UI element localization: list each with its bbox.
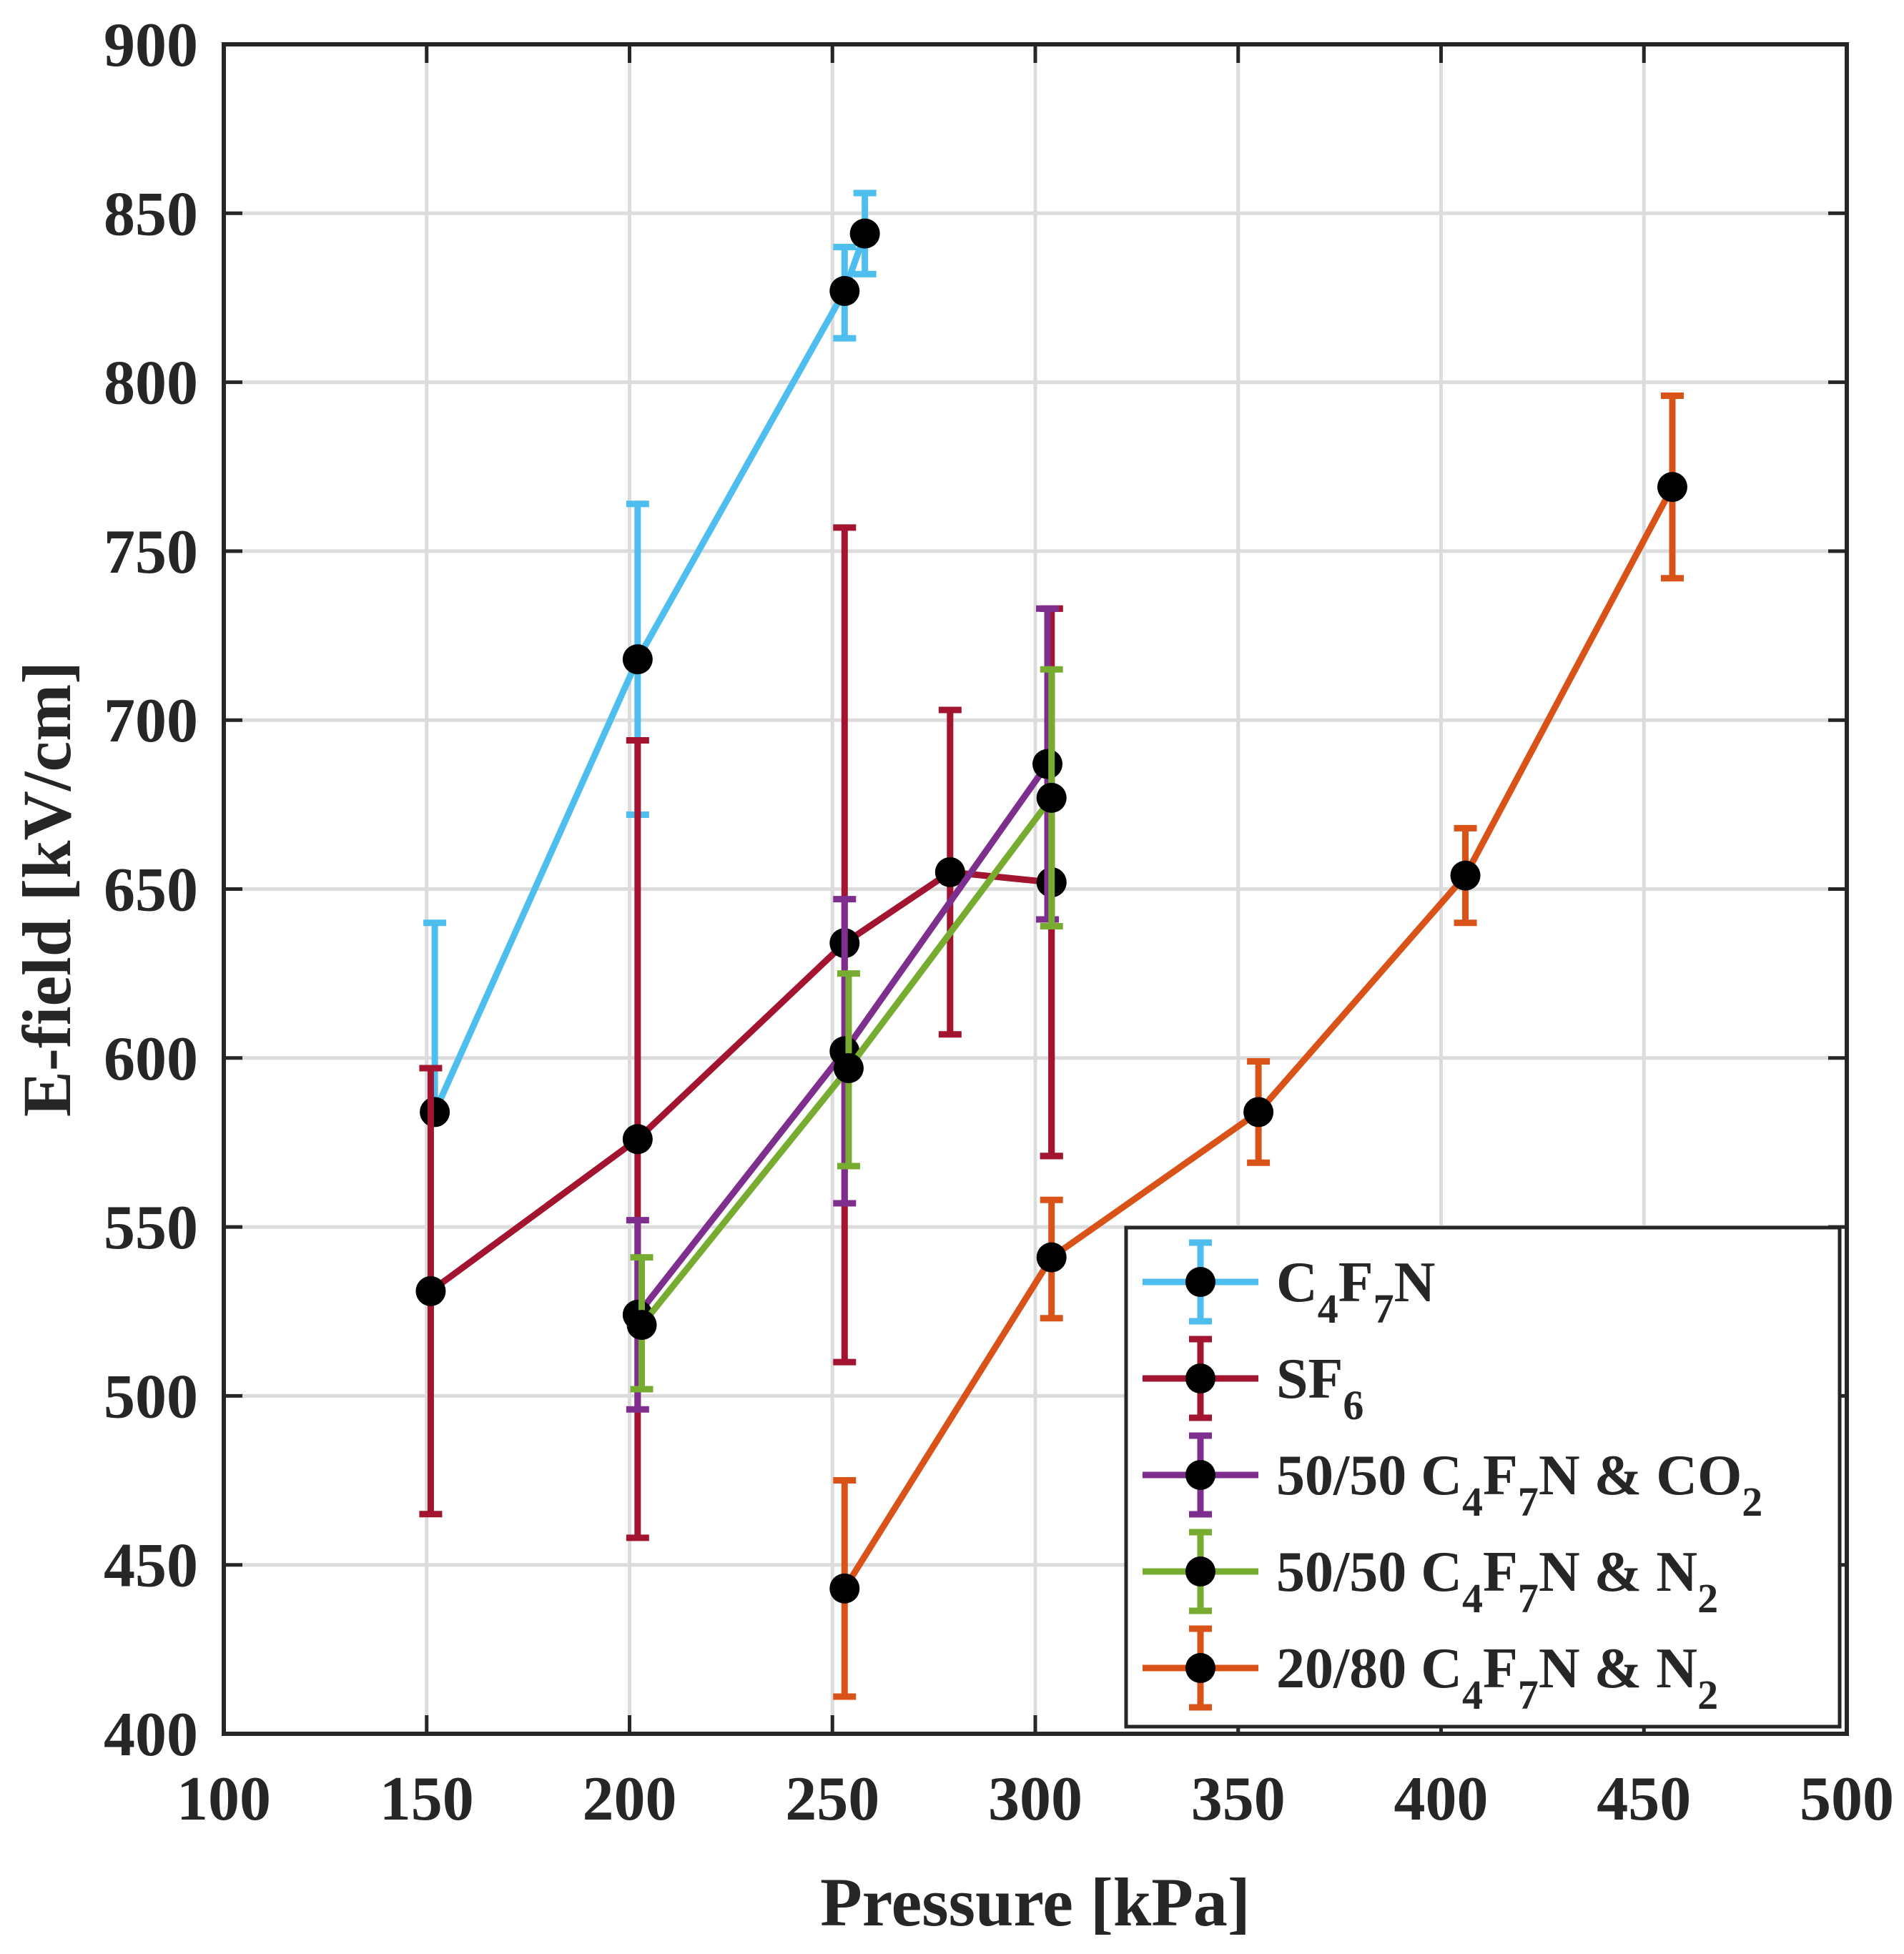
legend-subscript: 2: [1742, 1479, 1762, 1525]
plot-area: [415, 189, 1687, 1700]
data-point: [1657, 472, 1687, 503]
y-tick-label: 750: [104, 518, 198, 587]
legend-entry-1: SF6: [1143, 1336, 1363, 1429]
data-point: [829, 1573, 860, 1604]
legend-entry-2: 50/50 C4F7N & CO2: [1143, 1432, 1762, 1525]
data-point: [1036, 1242, 1067, 1273]
legend-subscript: 7: [1518, 1672, 1539, 1718]
data-point: [622, 644, 653, 675]
data-point: [1450, 860, 1481, 891]
legend-text-part: 50/50 C: [1276, 1444, 1462, 1507]
legend-text-part: 20/80 C: [1276, 1637, 1462, 1700]
legend-text-part: 50/50 C: [1276, 1541, 1462, 1604]
legend-text-part: N & CO: [1539, 1444, 1742, 1507]
y-axis-title: E-field [kV/cm]: [9, 661, 85, 1117]
legend-label: 20/80 C4F7N & N2: [1276, 1637, 1718, 1718]
series-4: [829, 393, 1687, 1700]
legend-text-part: N & N: [1539, 1541, 1697, 1604]
x-tick-label: 400: [1394, 1765, 1489, 1834]
legend-subscript: 4: [1462, 1672, 1483, 1718]
y-tick-label: 450: [104, 1531, 198, 1601]
legend-text-part: N & N: [1539, 1637, 1697, 1700]
data-point: [420, 1097, 450, 1128]
legend-text-part: N: [1394, 1251, 1436, 1314]
y-tick-label: 550: [104, 1193, 198, 1263]
legend-entry-0: C4F7N: [1143, 1239, 1435, 1332]
x-tick-label: 300: [988, 1765, 1082, 1834]
data-point: [1243, 1097, 1274, 1128]
y-tick-label: 650: [104, 856, 198, 925]
x-tick-label: 200: [583, 1765, 677, 1834]
legend-text-part: F: [1483, 1444, 1518, 1507]
legend-entry-3: 50/50 C4F7N & N2: [1143, 1529, 1718, 1622]
legend-text-part: SF: [1276, 1348, 1343, 1411]
data-point: [829, 275, 860, 306]
series-0: [420, 189, 880, 1128]
y-tick-label: 500: [104, 1362, 198, 1431]
legend-text-part: F: [1338, 1251, 1373, 1314]
data-point: [1036, 782, 1067, 813]
legend-subscript: 7: [1373, 1286, 1394, 1332]
legend-subscript: 7: [1518, 1479, 1539, 1525]
legend-subscript: 4: [1462, 1479, 1483, 1525]
y-tick-label: 850: [104, 179, 198, 249]
data-point: [833, 1052, 864, 1083]
data-point: [622, 1124, 653, 1155]
series-line: [431, 230, 869, 1115]
legend-text-part: F: [1483, 1541, 1518, 1604]
data-point: [626, 1310, 657, 1341]
y-tick-label: 600: [104, 1025, 198, 1094]
y-tick-label: 800: [104, 349, 198, 418]
legend-subscript: 2: [1697, 1672, 1718, 1718]
data-point: [849, 218, 880, 249]
axis-ticks: 100 150 200 250 300 350 400 450 500 400 450 500 550 6…: [104, 11, 1894, 1834]
legend-marker: [1185, 1653, 1215, 1683]
legend-subscript: 4: [1318, 1286, 1338, 1332]
data-point: [415, 1275, 446, 1306]
legend-subscript: 4: [1462, 1575, 1483, 1622]
legend-label: 50/50 C4F7N & N2: [1276, 1541, 1718, 1622]
legend-text-part: C: [1276, 1251, 1318, 1314]
legend-marker: [1185, 1363, 1215, 1393]
legend-label: SF6: [1276, 1348, 1363, 1429]
legend-subscript: 7: [1518, 1575, 1539, 1622]
y-tick-label: 400: [104, 1700, 198, 1770]
legend-marker: [1185, 1556, 1215, 1587]
legend-subscript: 2: [1697, 1575, 1718, 1622]
y-tick-label: 700: [104, 686, 198, 756]
series-3: [626, 666, 1067, 1393]
y-tick-label: 900: [104, 11, 198, 80]
legend-label: 50/50 C4F7N & CO2: [1276, 1444, 1762, 1525]
x-tick-label: 150: [380, 1765, 474, 1834]
legend-marker: [1185, 1460, 1215, 1490]
data-point: [934, 857, 965, 887]
legend-label: C4F7N: [1276, 1251, 1435, 1332]
x-tick-label: 450: [1597, 1765, 1691, 1834]
x-tick-label: 500: [1800, 1765, 1894, 1834]
x-tick-label: 250: [785, 1765, 879, 1834]
legend-marker: [1185, 1267, 1215, 1297]
legend-entry-4: 20/80 C4F7N & N2: [1143, 1625, 1718, 1718]
x-axis-title: Pressure [kPa]: [820, 1864, 1251, 1940]
x-tick-label: 350: [1191, 1765, 1286, 1834]
x-tick-label: 100: [177, 1765, 271, 1834]
data-point: [1032, 749, 1063, 779]
legend-subscript: 6: [1343, 1382, 1363, 1429]
legend-text-part: F: [1483, 1637, 1518, 1700]
